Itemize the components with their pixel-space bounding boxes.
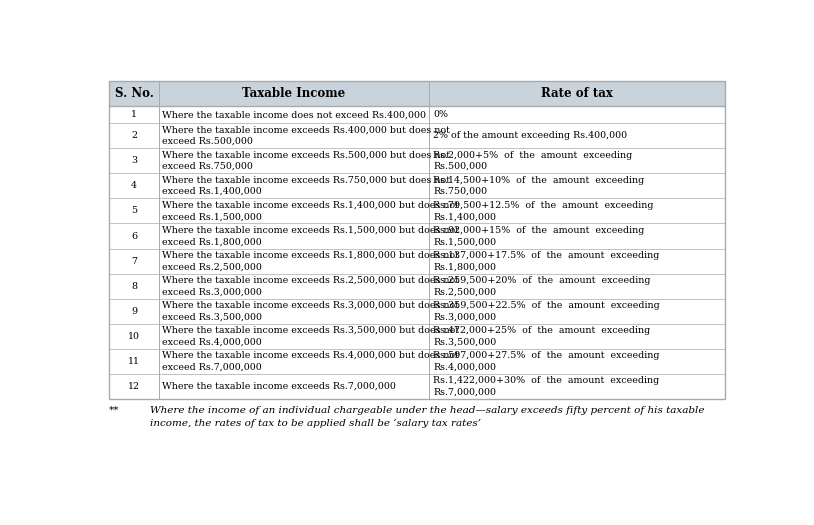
Text: 9: 9 — [131, 307, 137, 316]
Bar — [109, 81, 725, 106]
Text: Where the taxable income exceeds Rs.750,000 but does not
exceed Rs.1,400,000: Where the taxable income exceeds Rs.750,… — [162, 176, 450, 196]
Text: Rs.92,000+15%  of  the  amount  exceeding
Rs.1,500,000: Rs.92,000+15% of the amount exceeding Rs… — [433, 226, 645, 246]
Text: Where the taxable income exceeds Rs.400,000 but does not
exceed Rs.500,000: Where the taxable income exceeds Rs.400,… — [162, 125, 450, 146]
Text: Where the taxable income exceeds Rs.4,000,000 but does not
exceed Rs.7,000,000: Where the taxable income exceeds Rs.4,00… — [162, 351, 459, 372]
Text: Where the taxable income exceeds Rs.7,000,000: Where the taxable income exceeds Rs.7,00… — [162, 382, 396, 391]
Text: 0%: 0% — [433, 110, 449, 119]
Text: 8: 8 — [131, 281, 137, 291]
Text: S. No.: S. No. — [115, 87, 153, 100]
Text: 11: 11 — [128, 357, 140, 366]
Text: 5: 5 — [131, 206, 137, 215]
Text: Where the income of an individual chargeable under the head—salary exceeds fifty: Where the income of an individual charge… — [151, 406, 705, 428]
Text: Where the taxable income exceeds Rs.1,400,000 but does not
exceed Rs.1,500,000: Where the taxable income exceeds Rs.1,40… — [162, 201, 459, 221]
Bar — [109, 81, 725, 399]
Text: 6: 6 — [131, 232, 137, 240]
Text: Rs.359,500+22.5%  of  the  amount  exceeding
Rs.3,000,000: Rs.359,500+22.5% of the amount exceeding… — [433, 301, 660, 321]
Text: Where the taxable income does not exceed Rs.400,000: Where the taxable income does not exceed… — [162, 110, 427, 119]
Text: Where the taxable income exceeds Rs.3,500,000 but does not
exceed Rs.4,000,000: Where the taxable income exceeds Rs.3,50… — [162, 326, 459, 346]
Text: 1: 1 — [131, 110, 137, 119]
Text: Where the taxable income exceeds Rs.1,500,000 but does not
exceed Rs.1,800,000: Where the taxable income exceeds Rs.1,50… — [162, 226, 459, 246]
Text: Taxable Income: Taxable Income — [243, 87, 346, 100]
Text: Where the taxable income exceeds Rs.2,500,000 but does not
exceed Rs.3,000,000: Where the taxable income exceeds Rs.2,50… — [162, 276, 459, 297]
Text: Where the taxable income exceeds Rs.1,800,000 but does not
exceed Rs.2,500,000: Where the taxable income exceeds Rs.1,80… — [162, 251, 459, 271]
Text: Rs.472,000+25%  of  the  amount  exceeding
Rs.3,500,000: Rs.472,000+25% of the amount exceeding R… — [433, 326, 650, 346]
Text: 12: 12 — [128, 382, 140, 391]
Text: Rs.137,000+17.5%  of  the  amount  exceeding
Rs.1,800,000: Rs.137,000+17.5% of the amount exceeding… — [433, 251, 659, 271]
Text: Where the taxable income exceeds Rs.500,000 but does not
exceed Rs.750,000: Where the taxable income exceeds Rs.500,… — [162, 151, 450, 171]
Text: 3: 3 — [131, 156, 137, 165]
Text: 2% of the amount exceeding Rs.400,000: 2% of the amount exceeding Rs.400,000 — [433, 131, 628, 140]
Text: Rs.1,422,000+30%  of  the  amount  exceeding
Rs.7,000,000: Rs.1,422,000+30% of the amount exceeding… — [433, 376, 659, 396]
Text: 4: 4 — [131, 182, 137, 191]
Text: Rs.597,000+27.5%  of  the  amount  exceeding
Rs.4,000,000: Rs.597,000+27.5% of the amount exceeding… — [433, 351, 660, 372]
Text: Where the taxable income exceeds Rs.3,000,000 but does not
exceed Rs.3,500,000: Where the taxable income exceeds Rs.3,00… — [162, 301, 459, 321]
Text: Rs.2,000+5%  of  the  amount  exceeding
Rs.500,000: Rs.2,000+5% of the amount exceeding Rs.5… — [433, 151, 632, 171]
Text: Rs.14,500+10%  of  the  amount  exceeding
Rs.750,000: Rs.14,500+10% of the amount exceeding Rs… — [433, 176, 645, 196]
Text: 2: 2 — [131, 131, 137, 140]
Text: Rs.259,500+20%  of  the  amount  exceeding
Rs.2,500,000: Rs.259,500+20% of the amount exceeding R… — [433, 276, 650, 297]
Text: 7: 7 — [131, 257, 137, 266]
Text: **: ** — [109, 406, 120, 415]
Text: 10: 10 — [128, 332, 140, 341]
Text: Rs.79,500+12.5%  of  the  amount  exceeding
Rs.1,400,000: Rs.79,500+12.5% of the amount exceeding … — [433, 201, 654, 221]
Text: Rate of tax: Rate of tax — [541, 87, 613, 100]
